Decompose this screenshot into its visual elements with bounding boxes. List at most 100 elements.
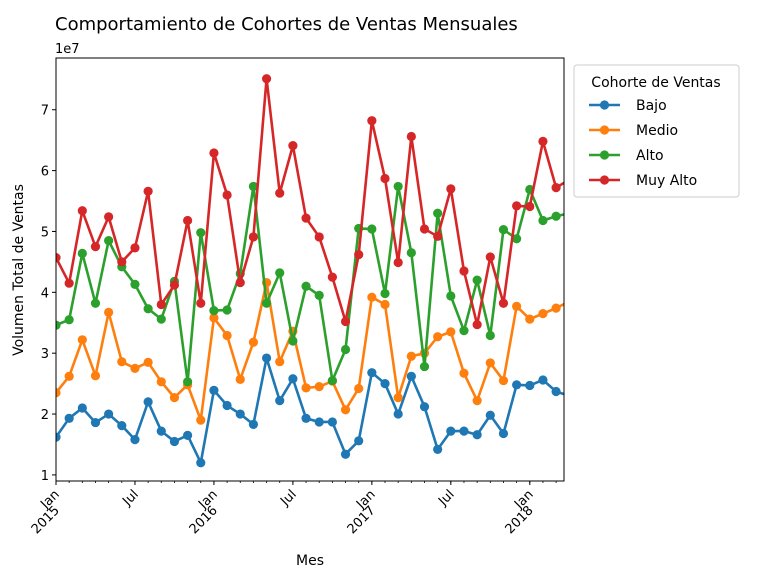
data-point <box>209 313 219 323</box>
data-point <box>248 337 259 347</box>
data-point <box>222 190 232 200</box>
data-point <box>117 257 127 267</box>
x-tick-label: Jul <box>277 487 299 509</box>
data-point <box>275 188 285 198</box>
y-tick-label: 3 <box>41 347 49 362</box>
data-point <box>433 332 443 342</box>
data-point <box>314 290 324 300</box>
legend-box <box>573 64 740 198</box>
data-point <box>104 409 114 419</box>
data-point <box>261 353 272 363</box>
data-point <box>143 186 153 196</box>
data-point <box>485 410 495 420</box>
data-point <box>301 413 311 423</box>
data-point <box>459 266 469 276</box>
legend-title: Cohorte de Ventas <box>591 75 720 91</box>
data-point <box>327 272 337 282</box>
legend: Cohorte de Ventas Bajo Medio Alto Muy Alto <box>573 64 740 198</box>
data-point <box>156 426 166 436</box>
data-point <box>498 428 509 439</box>
data-point <box>275 396 285 406</box>
data-point <box>248 181 259 192</box>
data-point <box>169 280 180 290</box>
data-point <box>183 215 193 226</box>
data-point <box>419 361 430 372</box>
data-point <box>64 315 74 325</box>
data-point <box>222 330 232 341</box>
data-point <box>288 336 298 346</box>
data-point <box>288 141 298 151</box>
data-point <box>551 386 561 397</box>
data-point <box>314 417 324 427</box>
data-point <box>77 206 87 216</box>
data-point <box>64 371 74 381</box>
data-point <box>406 131 416 142</box>
data-point <box>551 183 561 193</box>
data-point <box>104 212 114 222</box>
data-point <box>498 298 509 308</box>
data-point <box>419 224 430 234</box>
data-point <box>143 397 153 407</box>
data-point <box>433 208 443 218</box>
data-point <box>209 385 219 395</box>
data-point <box>446 184 456 194</box>
data-point <box>156 299 166 310</box>
data-point <box>472 319 482 330</box>
data-point <box>565 209 574 218</box>
data-point <box>446 291 456 301</box>
data-point <box>446 426 456 436</box>
x-axis-label: Mes <box>296 553 324 569</box>
data-point <box>354 249 364 260</box>
data-point <box>406 371 416 381</box>
series-line-bajo <box>56 356 564 465</box>
data-point <box>472 275 482 285</box>
data-point <box>485 330 495 341</box>
y-offset-label: 1e7 <box>55 42 80 57</box>
data-point <box>512 301 522 311</box>
data-point <box>406 351 416 361</box>
data-point <box>77 248 87 258</box>
data-point <box>433 231 443 241</box>
data-point <box>104 307 114 318</box>
y-tick-label: 2 <box>41 408 49 423</box>
data-point <box>459 326 469 336</box>
data-point <box>459 368 469 378</box>
y-axis-label: Volumen Total de Ventas <box>11 184 27 356</box>
data-point <box>248 419 259 429</box>
data-point <box>196 458 206 468</box>
data-point <box>485 252 495 262</box>
data-point <box>209 305 219 316</box>
legend-marker <box>599 175 610 185</box>
data-point <box>419 402 430 412</box>
data-point <box>367 368 377 378</box>
data-point <box>565 175 574 184</box>
data-point <box>183 430 193 440</box>
data-point <box>301 281 311 291</box>
x-tick-year-label: 2016 <box>187 503 221 537</box>
data-point <box>64 278 74 288</box>
data-point <box>64 413 74 423</box>
x-tick-year-label: 2015 <box>29 503 63 537</box>
data-point <box>90 371 101 381</box>
data-point <box>565 391 574 400</box>
data-point <box>538 375 548 385</box>
data-point <box>56 320 61 330</box>
data-point <box>196 415 206 425</box>
data-point <box>551 303 561 313</box>
data-point <box>525 380 535 391</box>
data-point <box>472 396 482 406</box>
data-point <box>380 173 390 184</box>
data-point <box>393 393 403 403</box>
data-point <box>340 405 351 415</box>
data-point <box>77 335 87 345</box>
x-tick-label: Jul <box>435 487 457 509</box>
data-point <box>485 358 495 368</box>
legend-label: Bajo <box>636 98 667 114</box>
data-point <box>156 377 166 387</box>
legend-marker <box>599 150 610 160</box>
data-point <box>130 363 140 374</box>
data-point <box>367 224 377 234</box>
data-point <box>261 298 272 308</box>
data-point <box>459 426 469 436</box>
data-point <box>196 298 206 308</box>
